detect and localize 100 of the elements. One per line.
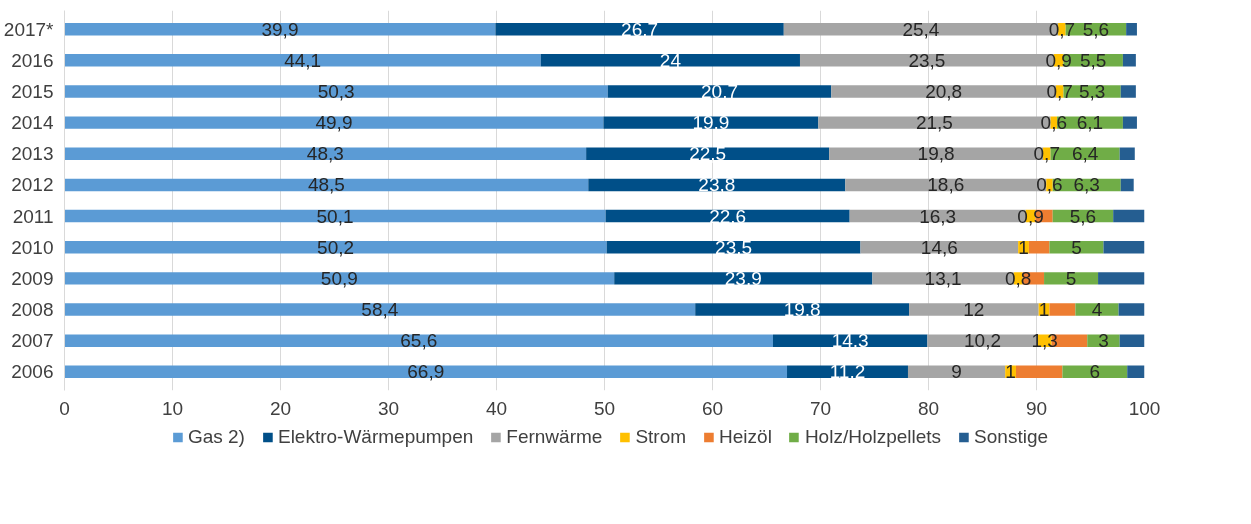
y-tick-label: 2017* <box>3 18 55 40</box>
data-label: 48,3 <box>306 143 344 165</box>
data-label: 6,4 <box>1071 143 1099 165</box>
bar <box>772 334 928 347</box>
data-label: 44,1 <box>284 49 322 71</box>
data-label: 12 <box>963 299 985 321</box>
data-label: 23,5 <box>715 236 753 258</box>
data-label: 22,5 <box>689 143 727 165</box>
bar <box>540 54 800 67</box>
data-label: 10,2 <box>964 330 1001 352</box>
y-tick-label: 2009 <box>11 267 54 289</box>
data-label: 0,6 <box>1040 112 1067 134</box>
data-label: 5,3 <box>1078 80 1106 102</box>
bar <box>64 147 587 161</box>
data-label: 50,2 <box>317 236 355 258</box>
x-tick-label: 50 <box>593 397 616 419</box>
x-tick-label: 0 <box>59 397 70 419</box>
bar <box>1015 365 1063 379</box>
data-label: 11,2 <box>829 361 866 383</box>
bar <box>603 116 819 129</box>
data-label: 22,6 <box>709 205 747 227</box>
data-label: 5,6 <box>1069 205 1097 227</box>
legend-label: Gas 2) <box>187 426 245 448</box>
data-label: 23,8 <box>698 174 736 196</box>
legend-label: Heizöl <box>719 426 772 448</box>
bar <box>607 85 832 98</box>
data-label: 6,1 <box>1076 112 1104 134</box>
bar <box>1046 178 1053 192</box>
data-label: 6,3 <box>1073 174 1100 196</box>
y-tick-label: 2008 <box>11 299 54 321</box>
bar <box>1049 303 1076 316</box>
data-label: 48,5 <box>307 174 345 196</box>
y-tick-label: 2015 <box>11 80 54 102</box>
x-tick-label: 20 <box>269 397 292 419</box>
data-label: 65,6 <box>400 330 438 352</box>
y-tick-label: 2014 <box>11 112 54 134</box>
data-label: 14,3 <box>831 330 869 352</box>
data-label: 20,8 <box>925 80 963 102</box>
legend-label: Sonstige <box>974 426 1049 448</box>
bar <box>1113 209 1145 223</box>
data-label: 26,7 <box>621 18 659 40</box>
bar <box>495 22 784 36</box>
data-label: 0,9 <box>1045 49 1072 71</box>
bar <box>1028 240 1050 254</box>
y-tick-label: 2006 <box>11 361 54 383</box>
bar <box>64 365 788 379</box>
data-label: 49,9 <box>315 112 353 134</box>
data-label: 4 <box>1091 299 1103 321</box>
bar <box>1119 334 1145 347</box>
data-label: 1 <box>1018 236 1029 258</box>
data-label: 0,7 <box>1046 80 1073 102</box>
x-tick-label: 40 <box>485 397 508 419</box>
data-label: 19,8 <box>917 143 955 165</box>
data-label: 18,6 <box>927 174 965 196</box>
data-label: 14,6 <box>920 236 958 258</box>
x-tick-label: 70 <box>809 397 832 419</box>
data-label: 66,9 <box>407 361 445 383</box>
data-label: 23,5 <box>908 49 946 71</box>
bar <box>1122 116 1137 129</box>
bar <box>1098 272 1145 285</box>
bar <box>1075 303 1119 316</box>
y-tick-label: 2012 <box>11 174 54 196</box>
legend-label: Strom <box>635 426 687 448</box>
data-label: 23,9 <box>724 267 762 289</box>
bar <box>1118 303 1145 316</box>
data-label: 25,4 <box>902 18 940 40</box>
data-label: 13,1 <box>924 267 962 289</box>
data-label: 5 <box>1065 267 1077 289</box>
data-label: 6 <box>1089 361 1101 383</box>
legend-label: Fernwärme <box>506 426 603 448</box>
data-label: 3 <box>1098 330 1109 352</box>
bar <box>1122 54 1136 67</box>
data-label: 5 <box>1071 236 1082 258</box>
data-label: 39,9 <box>261 18 299 40</box>
bar <box>1126 22 1137 36</box>
y-tick-label: 2010 <box>11 236 54 258</box>
y-tick-label: 2013 <box>11 143 54 165</box>
y-tick-label: 2016 <box>11 49 54 71</box>
data-label: 1 <box>1005 361 1016 383</box>
data-label: 50,3 <box>317 80 355 102</box>
y-tick-label: 2007 <box>11 330 54 352</box>
bar <box>1044 272 1099 285</box>
data-label: 5,6 <box>1082 18 1110 40</box>
bar <box>64 178 589 192</box>
data-label: 1 <box>1038 299 1050 321</box>
bar <box>1050 116 1058 129</box>
data-label: 21,5 <box>915 112 953 134</box>
y-tick-label: 2011 <box>12 205 54 227</box>
data-label: 0,7 <box>1048 18 1076 40</box>
bar <box>909 303 1039 316</box>
data-label: 20,7 <box>701 80 739 102</box>
data-label: 50,1 <box>316 205 354 227</box>
bar <box>1120 85 1136 98</box>
bar <box>1103 240 1145 254</box>
data-label: 9 <box>951 361 962 383</box>
bar <box>1058 22 1066 36</box>
bar <box>1127 365 1145 379</box>
data-label: 58,4 <box>361 299 399 321</box>
data-label: 19,9 <box>692 112 730 134</box>
x-tick-label: 10 <box>161 397 184 419</box>
